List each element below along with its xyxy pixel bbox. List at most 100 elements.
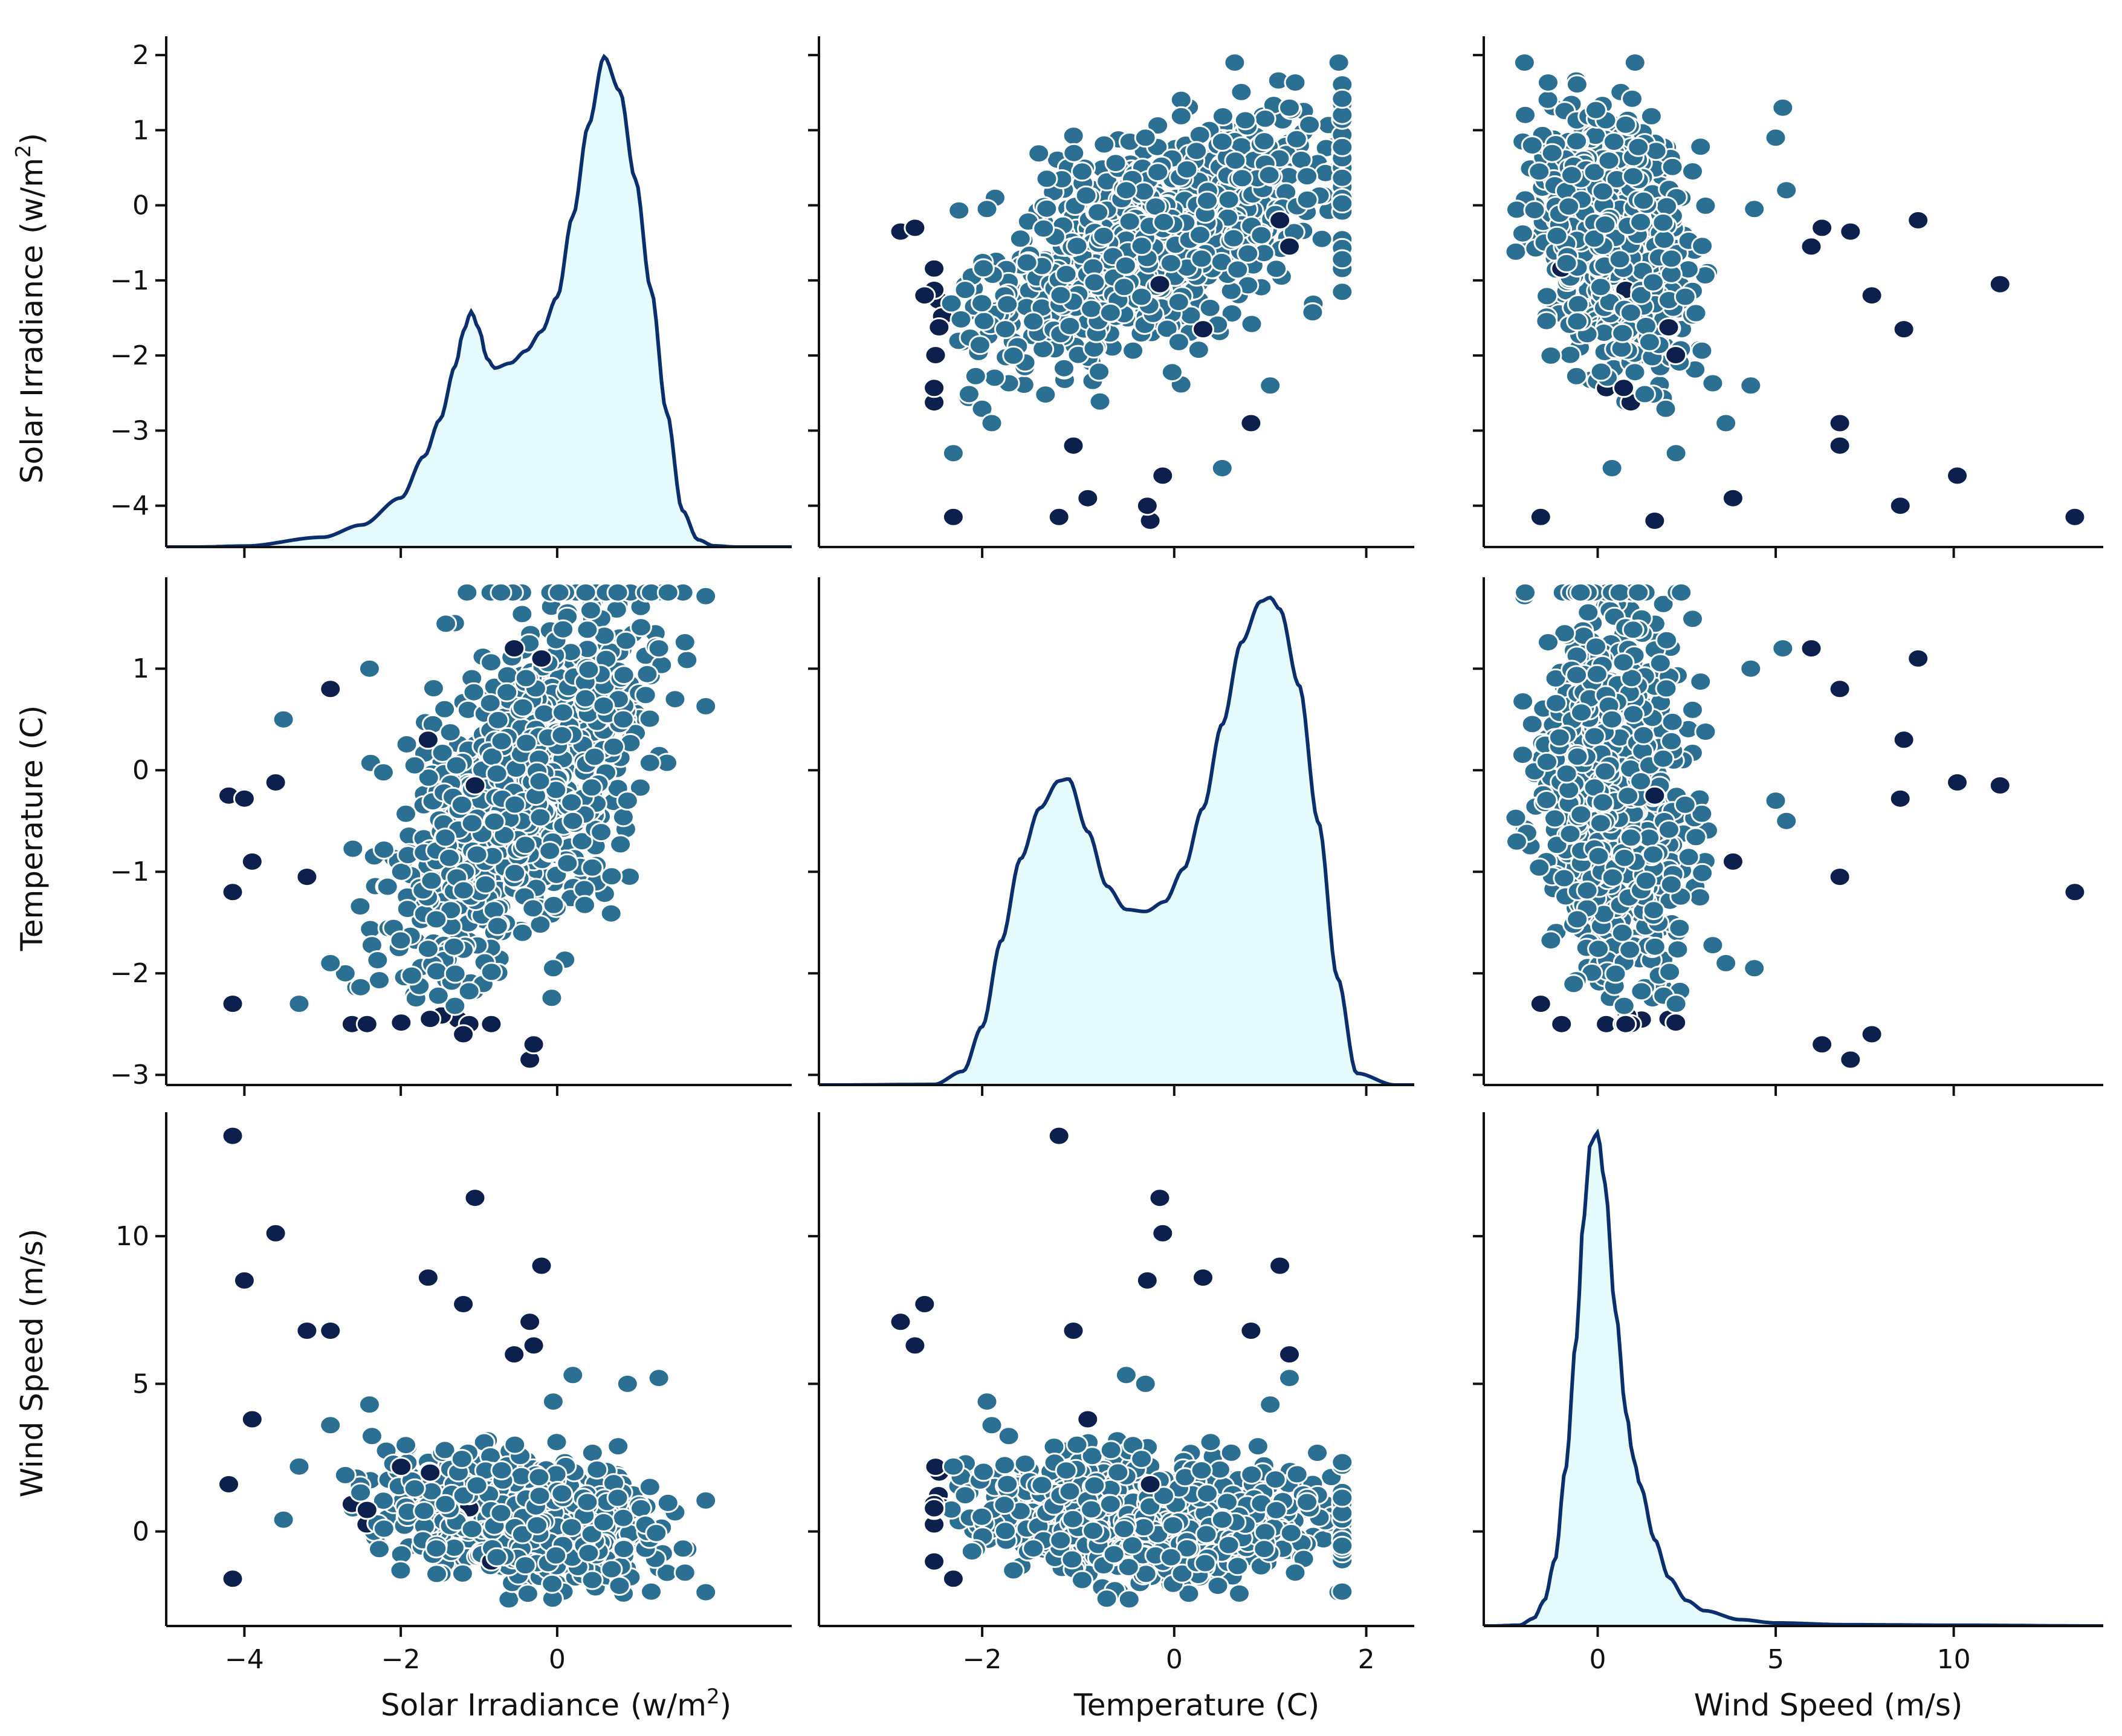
scatter-point (1566, 747, 1589, 767)
y-tick-label: 0 (132, 1517, 149, 1547)
scatter-point (368, 970, 390, 991)
scatter-point (1640, 106, 1663, 126)
scatter-point (634, 685, 657, 705)
scatter-point (1681, 609, 1704, 629)
scatter-point (942, 507, 965, 527)
scatter-point (656, 1492, 679, 1513)
scatter-point (450, 1449, 473, 1469)
scatter-point (319, 1321, 342, 1341)
scatter-point (1655, 678, 1678, 699)
scatter-point (975, 199, 998, 219)
scatter-point (600, 866, 623, 887)
scatter-point (218, 1474, 240, 1494)
scatter-point (1285, 129, 1308, 149)
scatter-point (341, 838, 364, 859)
scatter-point (1800, 638, 1823, 659)
scatter-point (964, 366, 987, 386)
scatter-point (514, 835, 537, 855)
scatter-point (419, 1462, 442, 1483)
scatter-point (1099, 302, 1122, 323)
scatter-point (1080, 299, 1103, 319)
scatter-point (272, 1509, 295, 1530)
scatter-point (608, 1576, 631, 1596)
scatter-point (603, 736, 625, 757)
scatter-point (1545, 693, 1568, 713)
scatter-point (609, 834, 632, 855)
scatter-point (1652, 212, 1675, 233)
scatter-point (1506, 831, 1528, 852)
scatter-point (1694, 195, 1717, 216)
scatter-point (522, 1335, 545, 1356)
scatter-point (1612, 652, 1635, 673)
scatter-point (1657, 820, 1680, 840)
scatter-point (1009, 228, 1032, 249)
scatter-point (482, 900, 505, 921)
scatter-point (296, 867, 319, 887)
scatter-point (1087, 202, 1110, 222)
scatter-point (503, 794, 526, 815)
scatter-point (1234, 110, 1257, 131)
scatter-point (1649, 653, 1672, 673)
scatter-point (530, 1255, 553, 1276)
scatter-point (1148, 274, 1171, 294)
scatter-point (1228, 1583, 1250, 1604)
scatter-point (1701, 935, 1724, 956)
scatter-point (616, 791, 639, 811)
scatter-point (1627, 582, 1650, 603)
scatter-point (1539, 930, 1562, 951)
scatter-point (1035, 169, 1058, 189)
y-tick-label: −2 (110, 340, 149, 371)
scatter-point (1559, 824, 1582, 844)
scatter-point (1160, 362, 1183, 383)
scatter-point (366, 950, 389, 970)
scatter-point (496, 665, 519, 685)
scatter-point (1217, 189, 1240, 210)
y-tick-label: 1 (132, 653, 149, 684)
scatter-point (503, 1344, 526, 1365)
scatter-point (431, 743, 454, 763)
scatter-point (571, 831, 594, 852)
scatter-point (1988, 274, 2011, 294)
scatter-point (542, 1391, 564, 1412)
scatter-point (522, 898, 545, 919)
scatter-point (1619, 939, 1642, 960)
kde-fill-temperature (819, 597, 1414, 1085)
scatter-point (1892, 319, 1915, 340)
scatter-point (968, 335, 991, 355)
scatter-point (425, 1538, 448, 1559)
scatter-point (389, 930, 412, 951)
scatter-point (541, 1573, 564, 1594)
scatter-point (1536, 286, 1558, 306)
scatter-point (319, 1415, 342, 1436)
scatter-point (1664, 345, 1687, 365)
scatter-point (1211, 458, 1234, 478)
scatter-point (560, 1517, 583, 1538)
scatter-point (1062, 126, 1085, 146)
scatter-point (1946, 772, 1968, 792)
y-tick-label: 10 (115, 1221, 149, 1252)
scatter-point (1661, 711, 1684, 732)
scatter-point (334, 1465, 357, 1485)
scatter-point (334, 963, 357, 983)
kde-line-solar-irradiance (166, 53, 792, 547)
scatter-point (2063, 882, 2086, 902)
scatter-point (1331, 167, 1354, 188)
x-tick-label: −4 (225, 1644, 264, 1675)
scatter-point (592, 695, 615, 716)
scatter-point (462, 682, 485, 702)
scatter-point (940, 293, 963, 314)
scatter-point (1250, 225, 1273, 245)
scatter-point (358, 658, 381, 679)
scatter-point (1565, 366, 1588, 386)
scatter-point (433, 699, 456, 719)
y-tick-label: 1 (132, 115, 149, 146)
scatter-point (1689, 887, 1711, 907)
y-tick-label: −3 (110, 1060, 149, 1090)
scatter-point (1619, 302, 1642, 323)
scatter-point (490, 1460, 513, 1480)
scatter-point (490, 582, 513, 603)
scatter-point (671, 1538, 694, 1559)
scatter-point (1811, 1034, 1834, 1055)
y-tick-label: −1 (110, 857, 149, 887)
